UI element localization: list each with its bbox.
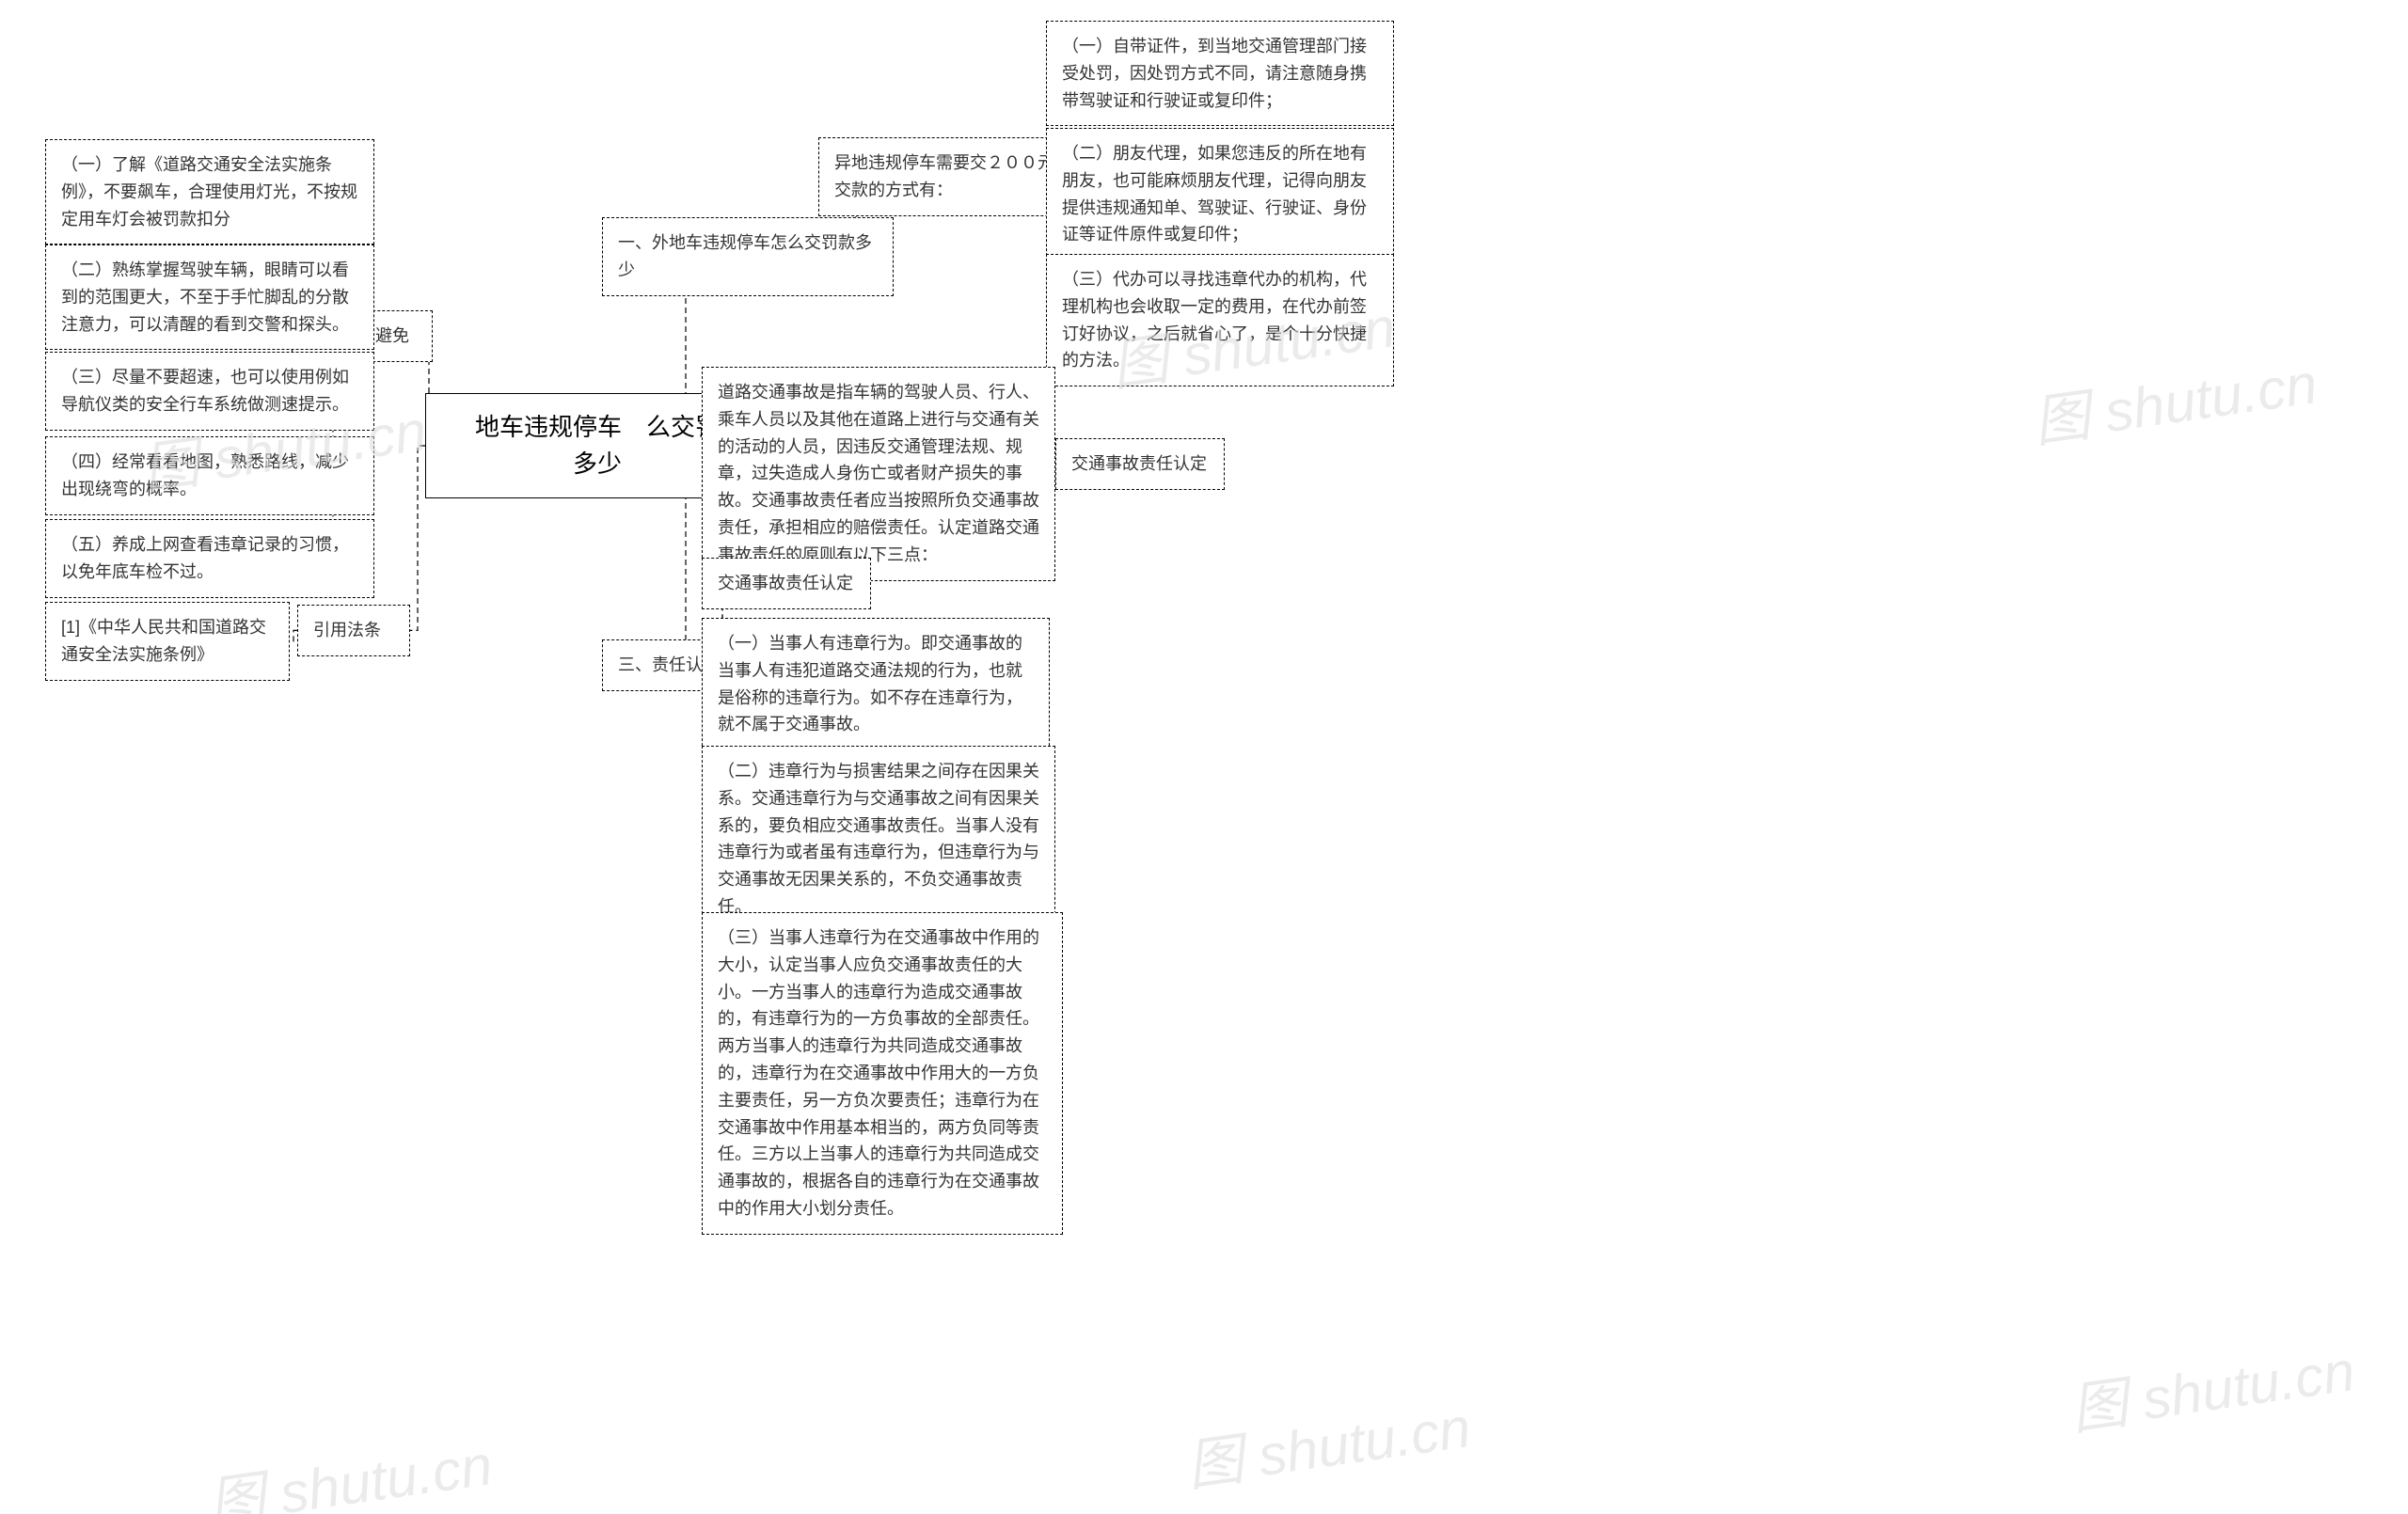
branch-l3: 引用法条: [297, 605, 410, 656]
branch-r1-label: 一、外地车违规停车怎么交罚款多少: [618, 233, 872, 279]
node-r1a1: （一）自带证件，到当地交通管理部门接受处罚，因处罚方式不同，请注意随身携带驾驶证…: [1046, 21, 1394, 126]
watermark: 图 shutu.cn: [1180, 1381, 1475, 1502]
root-label: 外地车违规停车怎么交罚款多少: [451, 413, 744, 478]
node-l2c: （三）尽量不要超速，也可以使用例如导航仪类的安全行车系统做测速提示。: [45, 352, 374, 431]
node-l2c-label: （三）尽量不要超速，也可以使用例如导航仪类的安全行车系统做测速提示。: [61, 368, 349, 414]
node-r1a3-label: （三）代办可以寻找违章代办的机构，代理机构也会收取一定的费用，在代办前签订好协议…: [1062, 270, 1367, 370]
node-r3c-label: （一）当事人有违章行为。即交通事故的当事人有违犯道路交通法规的行为，也就是俗称的…: [718, 634, 1022, 733]
watermark: 图 shutu.cn: [2027, 338, 2321, 458]
node-r3a: 道路交通事故是指车辆的驾驶人员、行人、乘车人员以及其他在道路上进行与交通有关的活…: [702, 367, 1055, 581]
watermark: 图 shutu.cn: [202, 1419, 497, 1514]
node-l2d: （四）经常看看地图，熟悉路线，减少出现绕弯的概率。: [45, 436, 374, 515]
node-r3b-label: 交通事故责任认定: [718, 574, 853, 592]
node-r3a1: 交通事故责任认定: [1055, 438, 1225, 490]
node-l2a: （一）了解《道路交通安全法实施条例》，不要飙车，合理使用灯光，不按规定用车灯会被…: [45, 139, 374, 244]
node-l2b: （二）熟练掌握驾驶车辆，眼睛可以看到的范围更大，不至于手忙脚乱的分散注意力，可以…: [45, 244, 374, 350]
node-r3a1-label: 交通事故责任认定: [1071, 454, 1207, 473]
node-l2d-label: （四）经常看看地图，熟悉路线，减少出现绕弯的概率。: [61, 452, 349, 498]
node-l2b-label: （二）熟练掌握驾驶车辆，眼睛可以看到的范围更大，不至于手忙脚乱的分散注意力，可以…: [61, 260, 349, 334]
watermark: 图 shutu.cn: [2065, 1325, 2359, 1445]
node-l3a: [1]《中华人民共和国道路交通安全法实施条例》: [45, 602, 290, 681]
node-r3e: （三）当事人违章行为在交通事故中作用的大小，认定当事人应负交通事故责任的大小。一…: [702, 912, 1063, 1235]
branch-r1: 一、外地车违规停车怎么交罚款多少: [602, 217, 894, 296]
node-r3e-label: （三）当事人违章行为在交通事故中作用的大小，认定当事人应负交通事故责任的大小。一…: [718, 928, 1039, 1218]
node-l2e: （五）养成上网查看违章记录的习惯，以免年底车检不过。: [45, 519, 374, 598]
node-r1a2-label: （二）朋友代理，如果您违反的所在地有朋友，也可能麻烦朋友代理，记得向朋友提供违规…: [1062, 144, 1367, 244]
node-r3d-label: （二）违章行为与损害结果之间存在因果关系。交通违章行为与交通事故之间有因果关系的…: [718, 762, 1039, 916]
node-r3b: 交通事故责任认定: [702, 558, 871, 609]
node-r1a1-label: （一）自带证件，到当地交通管理部门接受处罚，因处罚方式不同，请注意随身携带驾驶证…: [1062, 37, 1367, 110]
node-r3d: （二）违章行为与损害结果之间存在因果关系。交通违章行为与交通事故之间有因果关系的…: [702, 746, 1055, 933]
branch-l3-label: 引用法条: [313, 621, 381, 639]
node-r1a3: （三）代办可以寻找违章代办的机构，代理机构也会收取一定的费用，在代办前签订好协议…: [1046, 254, 1394, 386]
node-r3a-label: 道路交通事故是指车辆的驾驶人员、行人、乘车人员以及其他在道路上进行与交通有关的活…: [718, 383, 1039, 564]
node-r1a2: （二）朋友代理，如果您违反的所在地有朋友，也可能麻烦朋友代理，记得向朋友提供违规…: [1046, 128, 1394, 260]
node-l2a-label: （一）了解《道路交通安全法实施条例》，不要飙车，合理使用灯光，不按规定用车灯会被…: [61, 155, 357, 229]
node-l2e-label: （五）养成上网查看违章记录的习惯，以免年底车检不过。: [61, 535, 349, 581]
node-l3a-label: [1]《中华人民共和国道路交通安全法实施条例》: [61, 618, 266, 664]
node-r3c: （一）当事人有违章行为。即交通事故的当事人有违犯道路交通法规的行为，也就是俗称的…: [702, 618, 1050, 750]
